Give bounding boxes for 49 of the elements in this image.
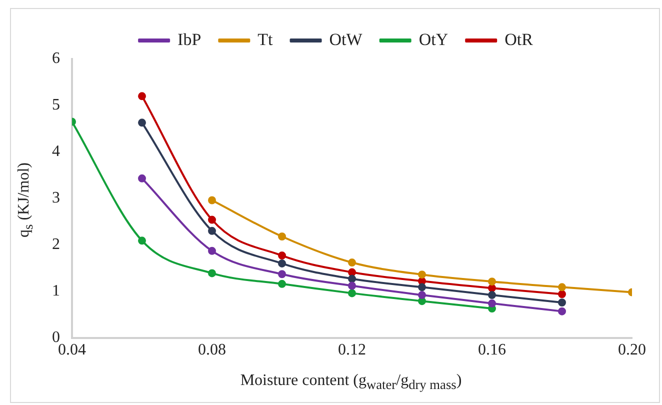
y-tick-label: 0 xyxy=(52,329,60,346)
point xyxy=(138,174,146,182)
point xyxy=(138,236,146,245)
legend-label: OtW xyxy=(329,30,364,49)
point xyxy=(278,232,286,241)
legend-label: IbP xyxy=(178,30,202,49)
x-tick-label: 0.20 xyxy=(618,342,646,359)
point xyxy=(418,270,426,279)
y-tick-label: 2 xyxy=(52,236,60,254)
y-tick-label: 1 xyxy=(52,282,60,300)
point xyxy=(278,259,286,268)
point xyxy=(138,92,146,100)
y-tick-label: 4 xyxy=(52,143,60,160)
point xyxy=(138,118,146,127)
legend-label: OtR xyxy=(504,30,534,49)
point xyxy=(348,274,356,283)
point xyxy=(488,299,496,308)
point xyxy=(488,278,496,286)
point xyxy=(278,252,286,260)
point xyxy=(558,307,566,316)
point xyxy=(348,258,356,267)
point xyxy=(558,290,566,298)
x-tick-label: 0.16 xyxy=(478,342,506,359)
point xyxy=(208,246,216,255)
point xyxy=(208,226,216,235)
x-tick-label: 0.04 xyxy=(58,342,86,359)
point xyxy=(208,216,216,224)
legend-label: OtY xyxy=(418,30,448,49)
y-tick-label: 3 xyxy=(52,190,60,207)
point xyxy=(488,284,496,292)
x-axis-title: Moisture content (g$_{water}$/g$_{dry mass}$) xyxy=(239,372,463,394)
point xyxy=(418,297,426,306)
point xyxy=(558,298,566,306)
y-tick-label: 5 xyxy=(52,96,60,114)
x-tick-label: 0.12 xyxy=(338,342,366,359)
point xyxy=(348,282,356,290)
point xyxy=(348,268,356,276)
x-tick-label: 0.08 xyxy=(198,342,226,359)
point xyxy=(488,291,496,300)
point xyxy=(278,270,286,278)
point xyxy=(208,196,216,204)
legend-label: Tt xyxy=(258,30,274,49)
point xyxy=(558,283,566,292)
point xyxy=(278,280,286,288)
y-tick-label: 6 xyxy=(52,50,60,68)
point xyxy=(348,289,356,298)
point xyxy=(418,291,426,300)
point xyxy=(208,269,216,278)
point xyxy=(418,283,426,292)
